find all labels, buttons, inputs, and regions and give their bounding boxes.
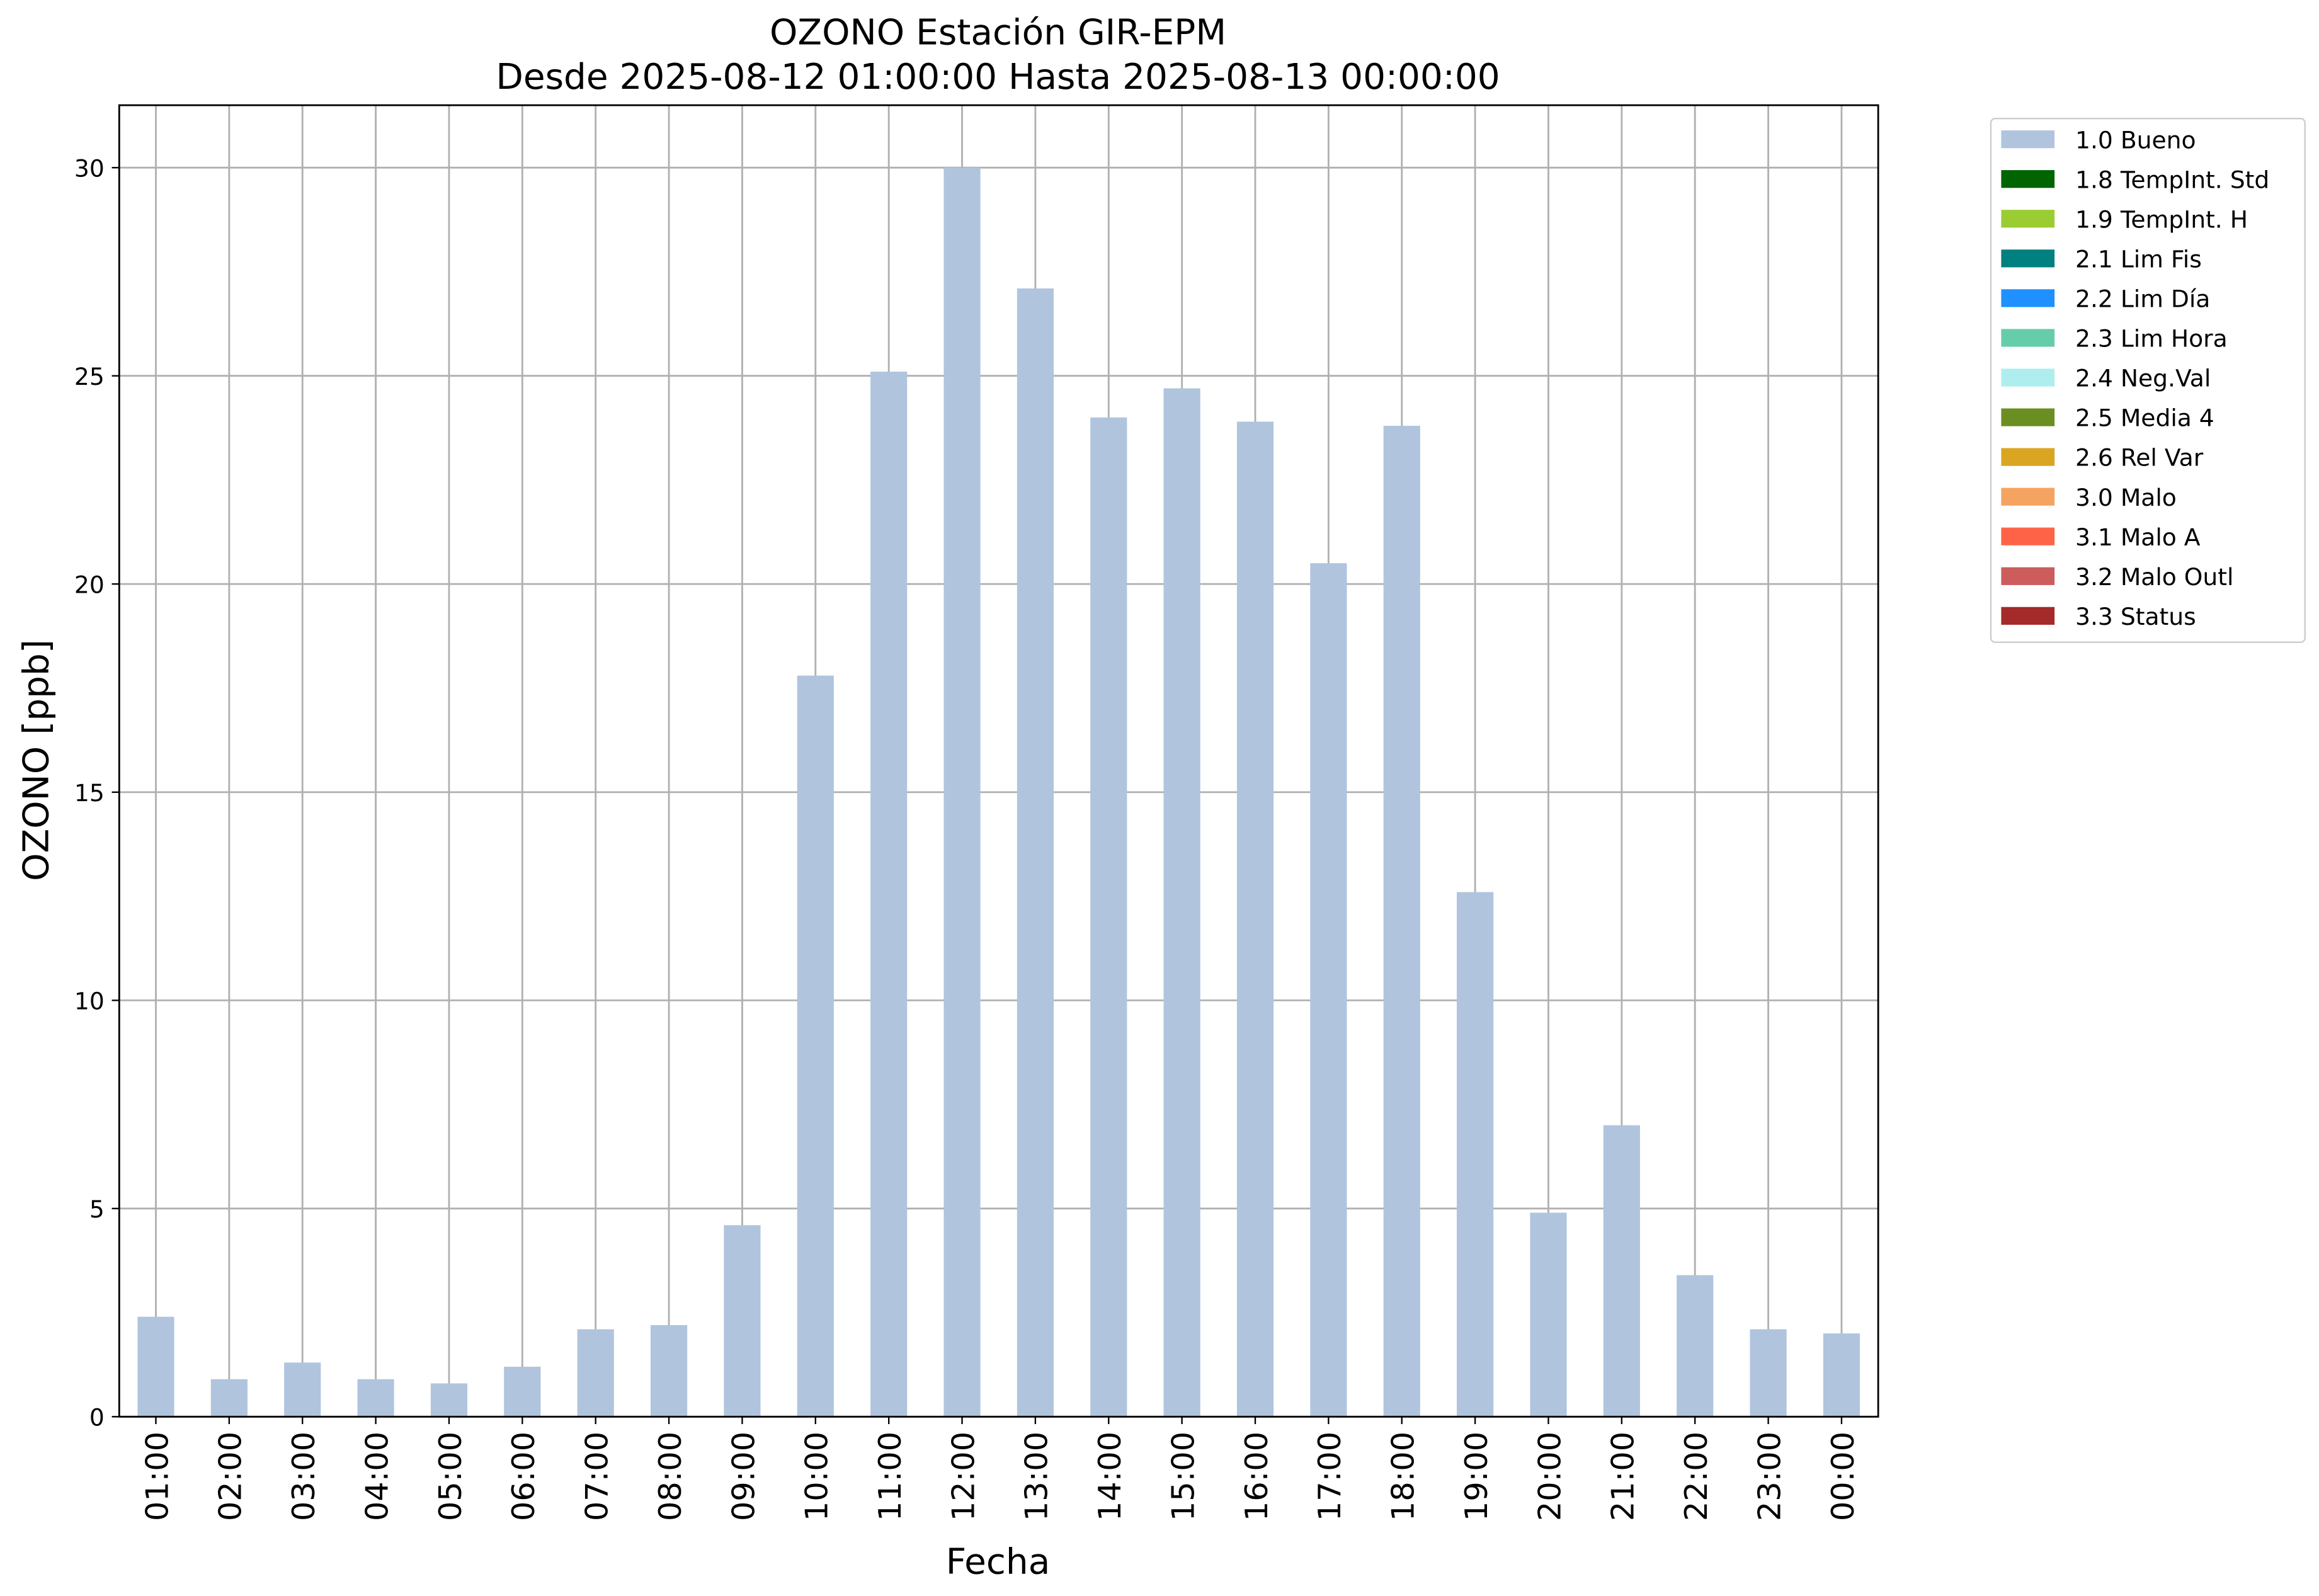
bar (137, 1316, 174, 1417)
x-tick-label: 11:00 (872, 1432, 908, 1521)
legend-swatch (2001, 210, 2055, 228)
x-tick-label: 09:00 (725, 1432, 761, 1521)
bar (1163, 388, 1200, 1417)
legend-label: 3.3 Status (2075, 603, 2196, 630)
bar (650, 1325, 688, 1417)
x-tick-label: 13:00 (1018, 1432, 1055, 1521)
legend-label: 1.0 Bueno (2075, 126, 2196, 154)
chart-subtitle: Desde 2025-08-12 01:00:00 Hasta 2025-08-… (496, 57, 1500, 98)
legend-swatch (2001, 130, 2055, 149)
legend-label: 2.5 Media 4 (2075, 404, 2214, 432)
bar (504, 1366, 541, 1417)
x-tick-label: 00:00 (1825, 1432, 1861, 1521)
bar (430, 1383, 468, 1417)
y-tick-label: 5 (89, 1195, 105, 1223)
x-tick-label: 17:00 (1311, 1432, 1348, 1521)
x-tick-label: 22:00 (1678, 1432, 1714, 1521)
legend-label: 2.6 Rel Var (2075, 444, 2204, 472)
y-tick-label: 20 (74, 571, 105, 598)
bar (1310, 563, 1347, 1417)
bar (797, 675, 834, 1417)
bar (1017, 288, 1054, 1417)
x-tick-label: 21:00 (1605, 1432, 1641, 1521)
legend-swatch (2001, 289, 2055, 307)
x-tick-label: 03:00 (285, 1432, 322, 1521)
bar (724, 1225, 761, 1417)
x-tick-label: 20:00 (1531, 1432, 1568, 1521)
x-tick-label: 19:00 (1458, 1432, 1495, 1521)
legend-label: 1.8 TempInt. Std (2075, 166, 2269, 193)
legend-label: 3.2 Malo Outl (2075, 563, 2233, 591)
bar (943, 168, 981, 1417)
y-tick-label: 30 (74, 154, 105, 182)
bar (357, 1379, 394, 1417)
x-tick-label: 10:00 (799, 1432, 835, 1521)
y-axis-label: OZONO [ppb] (16, 639, 57, 881)
legend-box (1990, 118, 2306, 643)
legend: 1.0 Bueno 1.8 TempInt. Std 1.9 TempInt. H 2… (1990, 118, 2306, 643)
x-tick-label: 06:00 (505, 1432, 542, 1521)
bar (1823, 1333, 1860, 1417)
legend-swatch (2001, 170, 2055, 188)
plot-frame (118, 104, 1879, 1418)
legend-swatch (2001, 408, 2055, 426)
x-tick-label: 14:00 (1091, 1432, 1128, 1521)
bars (137, 168, 1860, 1417)
bar (210, 1379, 248, 1417)
x-tick-label: 15:00 (1165, 1432, 1201, 1521)
legend-label: 2.4 Neg.Val (2075, 365, 2211, 392)
x-tick-label: 01:00 (139, 1432, 175, 1521)
x-tick-label: 16:00 (1238, 1432, 1275, 1521)
legend-label: 2.3 Lim Hora (2075, 325, 2228, 353)
axes: 0 5 10 15 20 25 30 01:00 02:00 03:00 04:00 05:00 06:… (74, 154, 1861, 1521)
bar (1236, 421, 1274, 1417)
x-tick-label: 02:00 (212, 1432, 249, 1521)
x-tick-label: 23:00 (1751, 1432, 1787, 1521)
bar (284, 1362, 321, 1417)
legend-label: 2.1 Lim Fis (2075, 245, 2202, 273)
bar (1530, 1212, 1567, 1417)
legend-swatch (2001, 249, 2055, 268)
legend-swatch (2001, 448, 2055, 466)
x-tick-label: 08:00 (652, 1432, 688, 1521)
bar (577, 1329, 614, 1417)
x-axis-label: Fecha (946, 1542, 1051, 1583)
legend-label: 3.0 Malo (2075, 484, 2177, 511)
x-tick-label: 07:00 (579, 1432, 615, 1521)
bar (1090, 417, 1127, 1417)
legend-label: 3.1 Malo A (2075, 523, 2201, 551)
legend-swatch (2001, 487, 2055, 506)
y-tick-label: 25 (74, 363, 105, 390)
bar (1383, 426, 1420, 1417)
bar (1603, 1125, 1640, 1417)
legend-swatch (2001, 607, 2055, 625)
bar (870, 372, 908, 1417)
y-tick-label: 0 (89, 1403, 105, 1431)
legend-swatch (2001, 527, 2055, 545)
x-tick-label: 12:00 (945, 1432, 981, 1521)
x-tick-label: 18:00 (1385, 1432, 1422, 1521)
legend-swatch (2001, 368, 2055, 387)
x-tick-label: 05:00 (432, 1432, 469, 1521)
legend-label: 2.2 Lim Día (2075, 285, 2210, 313)
chart-title: OZONO Estación GIR-EPM (770, 13, 1226, 54)
y-tick-label: 15 (74, 779, 105, 807)
legend-label: 1.9 TempInt. H (2075, 205, 2248, 233)
bar (1750, 1329, 1787, 1417)
legend-swatch (2001, 567, 2055, 585)
x-tick-label: 04:00 (358, 1432, 395, 1521)
legend-swatch (2001, 329, 2055, 347)
bar (1457, 892, 1494, 1417)
y-tick-label: 10 (74, 987, 105, 1015)
bar (1677, 1275, 1714, 1417)
